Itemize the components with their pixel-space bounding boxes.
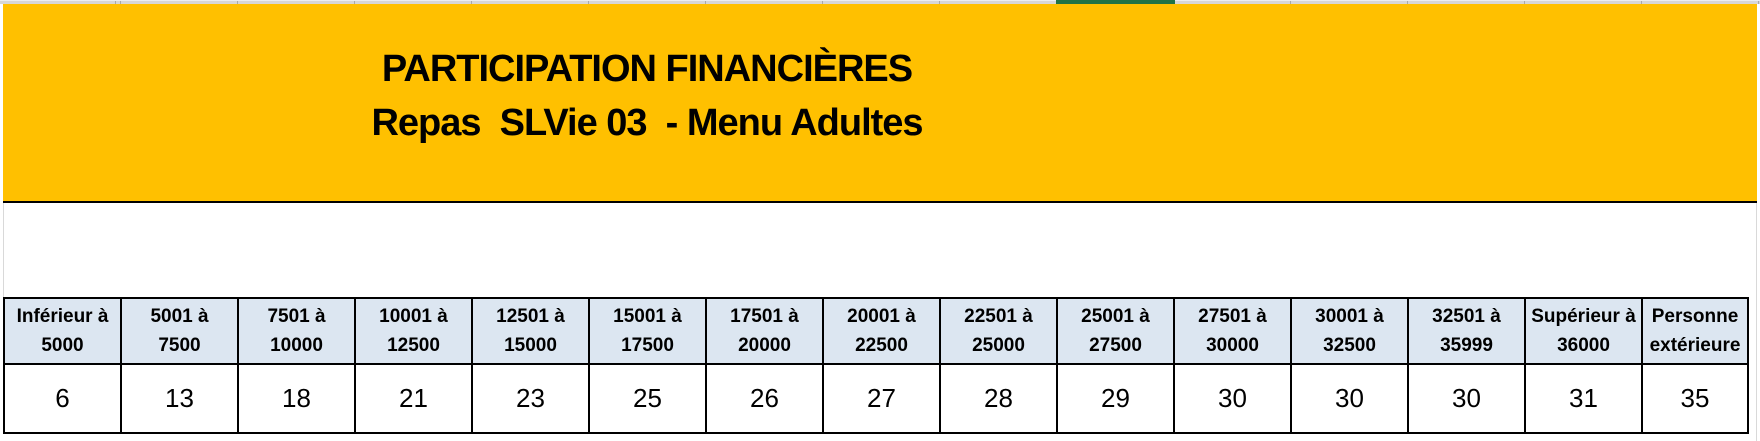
header-range-line2: extérieure <box>1649 335 1741 356</box>
value-cell[interactable]: 6 <box>3 363 122 434</box>
header-cell[interactable]: Personne extérieure <box>1641 297 1749 365</box>
value-cell[interactable]: 25 <box>588 363 707 434</box>
header-cell[interactable]: Inférieur à 5000 <box>3 297 122 365</box>
header-cell[interactable]: Supérieur à 36000 <box>1524 297 1643 365</box>
header-cell[interactable]: 10001 à 12500 <box>354 297 473 365</box>
header-range-line1: 32501 à <box>1432 306 1501 327</box>
header-range-line2: 27500 <box>1089 335 1142 356</box>
value-cell[interactable]: 35 <box>1641 363 1749 434</box>
header-range-line2: 25000 <box>972 335 1025 356</box>
header-range-line1: 27501 à <box>1198 306 1267 327</box>
header-cell[interactable]: 27501 à 30000 <box>1173 297 1292 365</box>
header-range-line2: 12500 <box>387 335 440 356</box>
gridline-left <box>3 203 4 297</box>
header-range-line2: 17500 <box>621 335 674 356</box>
header-range-line2: 32500 <box>1323 335 1376 356</box>
title-banner-cell[interactable]: PARTICIPATION FINANCIÈRES Repas SLVie 03… <box>3 4 1757 203</box>
header-range-line2: 7500 <box>158 335 201 356</box>
header-cell[interactable]: 32501 à 35999 <box>1407 297 1526 365</box>
value-cell[interactable]: 23 <box>471 363 590 434</box>
header-range-line1: Inférieur à <box>16 306 109 327</box>
value-cell[interactable]: 26 <box>705 363 824 434</box>
selected-column-indicator <box>1056 0 1175 4</box>
header-range-line2: 36000 <box>1557 335 1610 356</box>
header-cell[interactable]: 5001 à 7500 <box>120 297 239 365</box>
table-header-row: Inférieur à 5000 5001 à 7500 7501 à 10000 1000… <box>3 297 1749 365</box>
header-range-line1: 7501 à <box>267 306 326 327</box>
spreadsheet-column-header-strip <box>0 0 1760 4</box>
header-range-line1: 12501 à <box>496 306 565 327</box>
header-cell[interactable]: 17501 à 20000 <box>705 297 824 365</box>
header-range-line1: 22501 à <box>964 306 1033 327</box>
participation-table: Inférieur à 5000 5001 à 7500 7501 à 10000 1000… <box>3 297 1749 434</box>
header-range-line1: 10001 à <box>379 306 448 327</box>
header-range-line1: Personne <box>1651 306 1739 327</box>
value-cell[interactable]: 13 <box>120 363 239 434</box>
table-value-row: 6 13 18 21 23 25 26 27 28 29 30 30 30 31 35 <box>3 363 1749 434</box>
header-range-line2: 15000 <box>504 335 557 356</box>
header-range-line2: 30000 <box>1206 335 1259 356</box>
header-range-line1: 17501 à <box>730 306 799 327</box>
value-cell[interactable]: 30 <box>1290 363 1409 434</box>
header-cell[interactable]: 20001 à 22500 <box>822 297 941 365</box>
value-cell[interactable]: 30 <box>1173 363 1292 434</box>
header-cell[interactable]: 7501 à 10000 <box>237 297 356 365</box>
header-cell[interactable]: 22501 à 25000 <box>939 297 1058 365</box>
header-cell[interactable]: 12501 à 15000 <box>471 297 590 365</box>
header-range-line2: 20000 <box>738 335 791 356</box>
header-cell[interactable]: 15001 à 17500 <box>588 297 707 365</box>
header-range-line2: 22500 <box>855 335 908 356</box>
header-range-line1: 20001 à <box>847 306 916 327</box>
header-range-line1: 15001 à <box>613 306 682 327</box>
header-range-line1: 5001 à <box>150 306 209 327</box>
header-range-line2: 35999 <box>1440 335 1493 356</box>
header-range-line2: 10000 <box>270 335 323 356</box>
header-cell[interactable]: 25001 à 27500 <box>1056 297 1175 365</box>
value-cell[interactable]: 27 <box>822 363 941 434</box>
value-cell[interactable]: 21 <box>354 363 473 434</box>
header-range-line1: 30001 à <box>1315 306 1384 327</box>
value-cell[interactable]: 31 <box>1524 363 1643 434</box>
gridline-right <box>1756 203 1757 441</box>
header-range-line1: Supérieur à <box>1531 306 1636 327</box>
header-cell[interactable]: 30001 à 32500 <box>1290 297 1409 365</box>
value-cell[interactable]: 28 <box>939 363 1058 434</box>
value-cell[interactable]: 29 <box>1056 363 1175 434</box>
header-range-line2: 5000 <box>41 335 84 356</box>
header-range-line1: 25001 à <box>1081 306 1150 327</box>
banner-title: PARTICIPATION FINANCIÈRES <box>381 48 913 90</box>
value-cell[interactable]: 18 <box>237 363 356 434</box>
value-cell[interactable]: 30 <box>1407 363 1526 434</box>
title-block: PARTICIPATION FINANCIÈRES Repas SLVie 03… <box>3 4 1291 150</box>
banner-subtitle: Repas SLVie 03 - Menu Adultes <box>371 102 923 144</box>
